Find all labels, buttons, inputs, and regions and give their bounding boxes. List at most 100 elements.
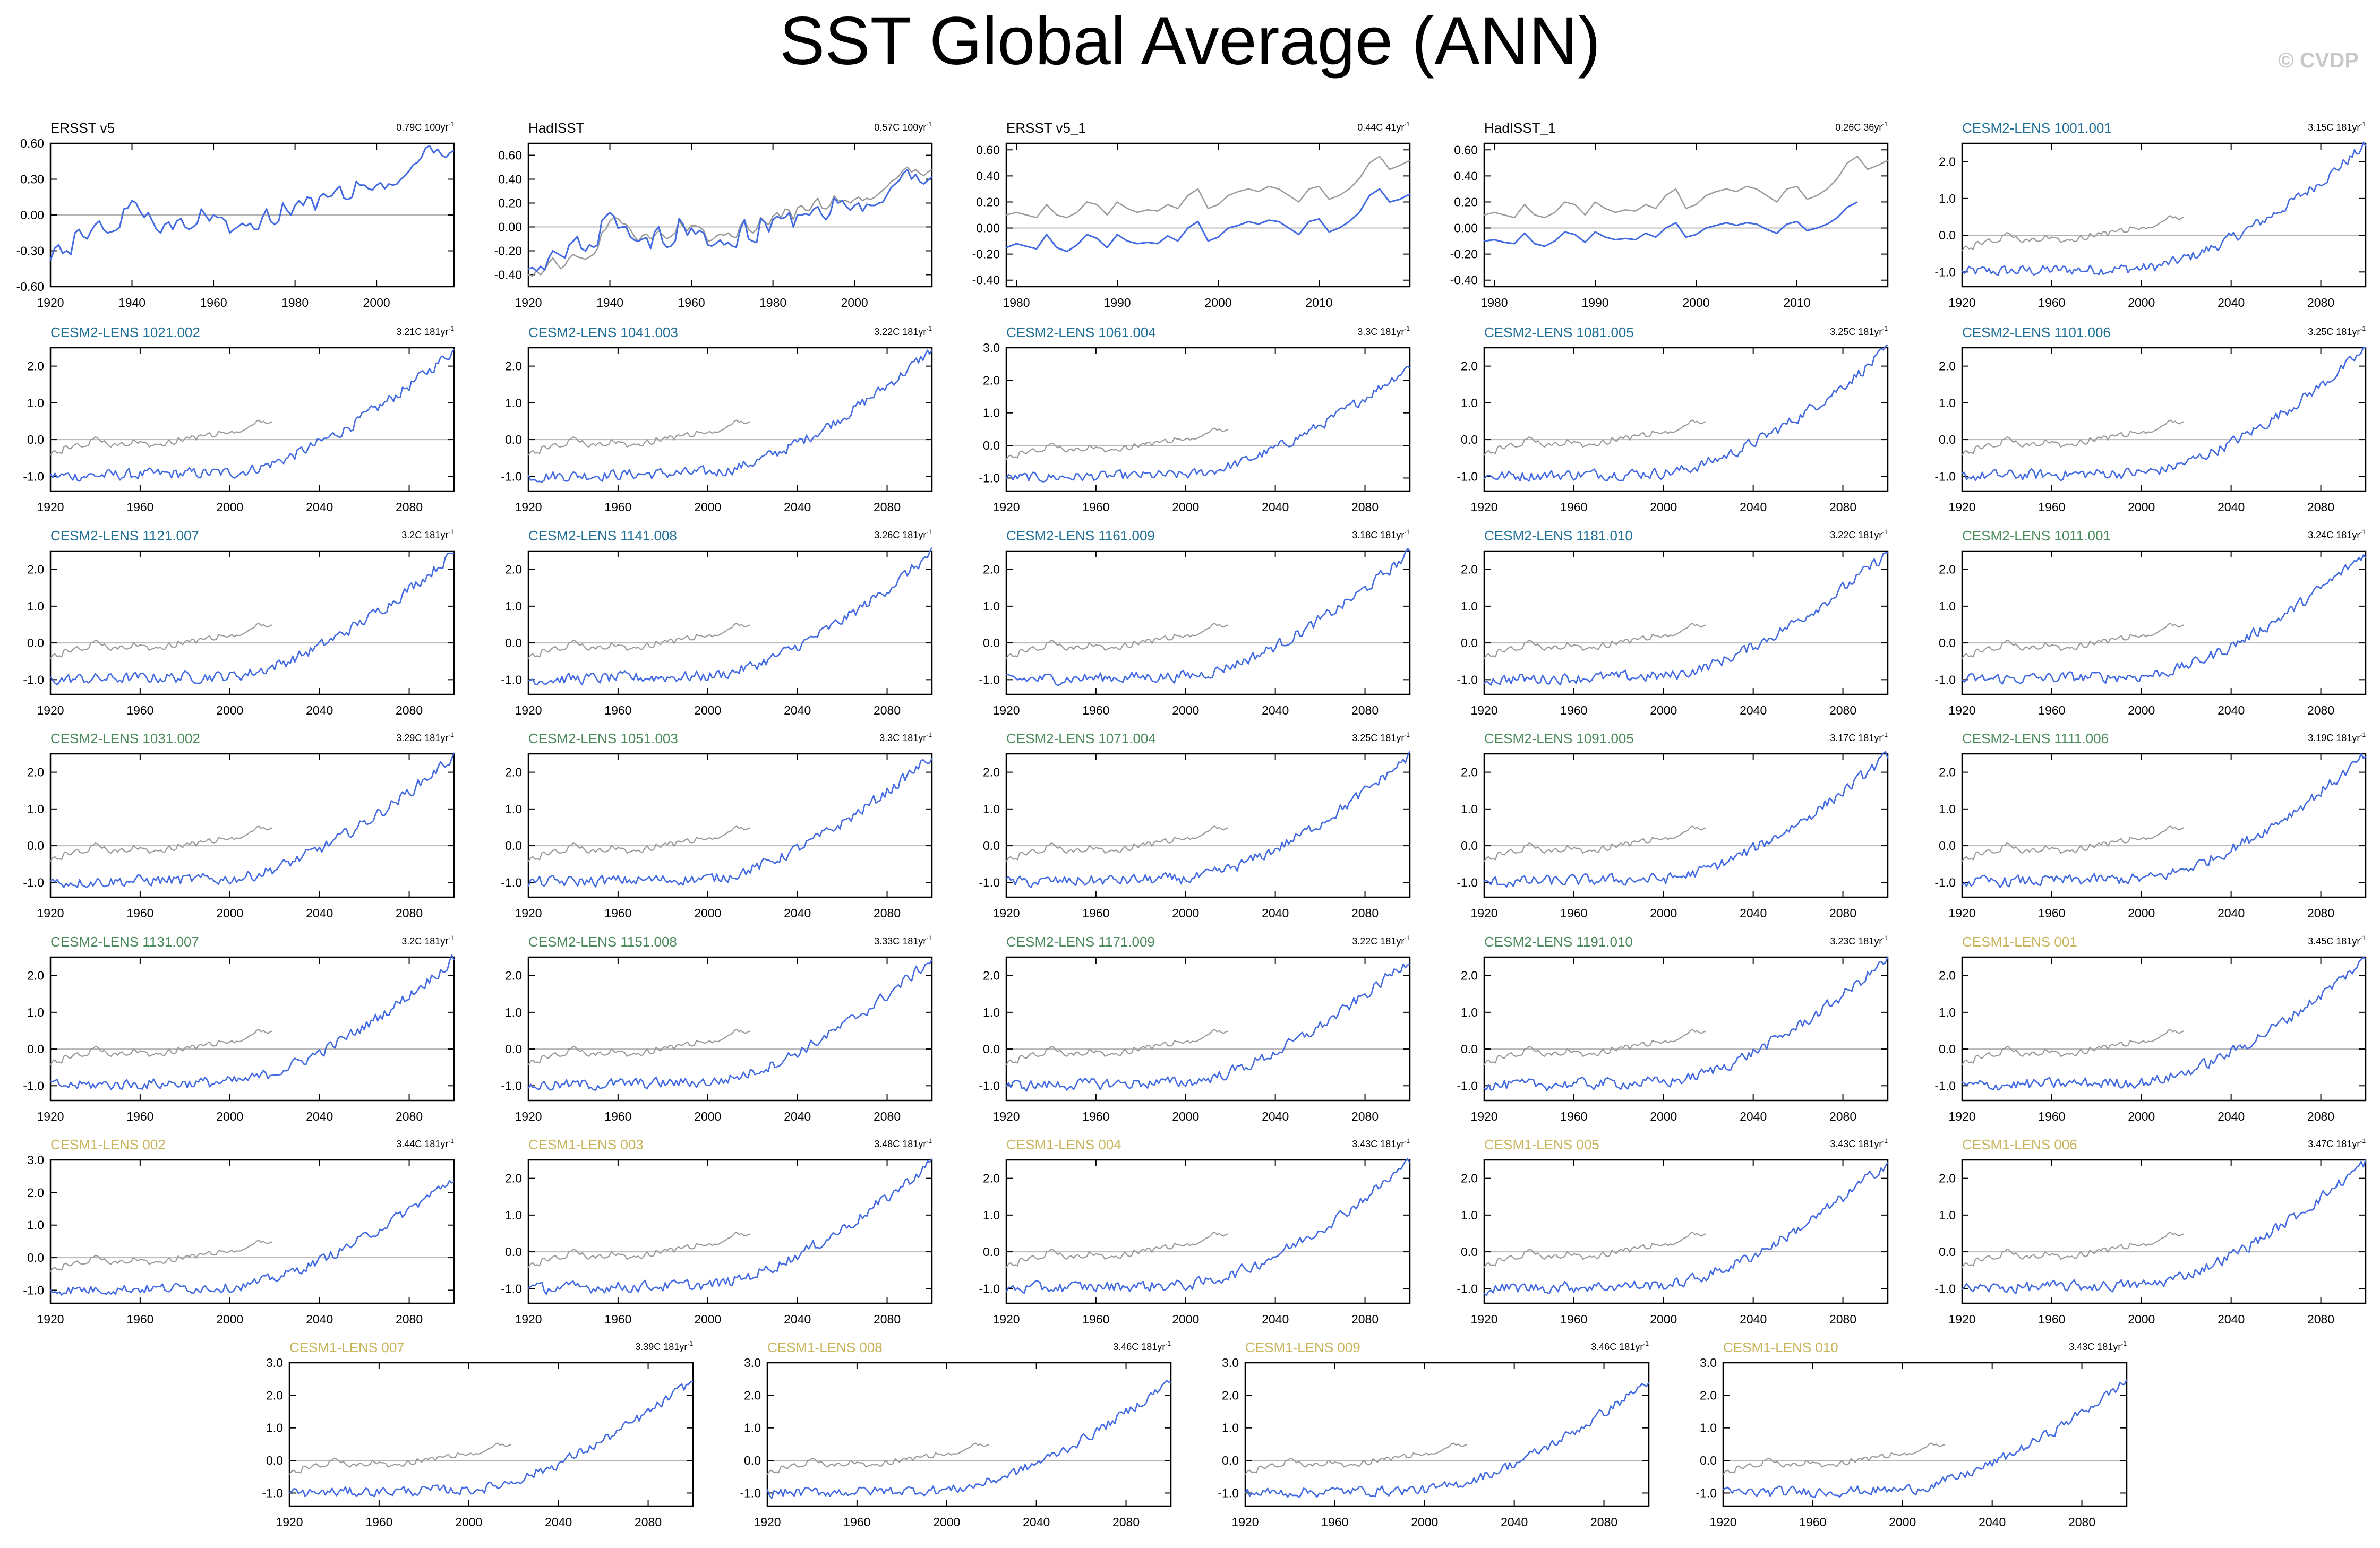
y-tick-label: 0.0 <box>1939 1042 1956 1056</box>
plot-frame <box>1005 550 1411 695</box>
panel-title: ERSST v5 <box>50 120 115 136</box>
x-tick-label: 2040 <box>784 1110 811 1123</box>
plot-frame <box>1483 956 1889 1102</box>
x-tick-label: 2000 <box>1650 703 1677 717</box>
series-line <box>1245 1442 1468 1475</box>
y-tick-label: -0.40 <box>1450 273 1478 287</box>
x-tick-label: 2000 <box>363 296 390 309</box>
y-tick-label: -1.0 <box>23 469 44 483</box>
series-line <box>1484 344 1888 482</box>
y-tick-label: 0.0 <box>1700 1454 1717 1467</box>
y-tick-label: 2.0 <box>27 969 44 983</box>
y-tick-label: 0.0 <box>1461 433 1478 446</box>
chart-panel: 2.0 1.0 0.0 -1.0 1920 1960 2000 2040 2080 CESM2-L… <box>979 934 1411 1123</box>
panel-title: HadISST_1 <box>1484 120 1555 136</box>
y-tick-label: 1.0 <box>1461 396 1478 410</box>
x-tick-label: 1920 <box>1470 1110 1497 1123</box>
y-tick-label: 0.0 <box>983 636 1000 650</box>
x-tick-label: 1920 <box>276 1515 303 1529</box>
x-tick-label: 1920 <box>1709 1515 1736 1529</box>
x-tick-label: 2080 <box>1829 906 1856 920</box>
plot-frame <box>527 753 933 898</box>
y-tick-label: -1.0 <box>1934 265 1956 279</box>
y-tick-label: 2.0 <box>505 766 522 779</box>
y-tick-label: 1.0 <box>1700 1421 1717 1435</box>
x-tick-label: 1960 <box>1799 1515 1826 1529</box>
chart-panel: 3.0 2.0 1.0 0.0 -1.0 1920 1960 2000 2040 2080 CESM… <box>1218 1339 1650 1529</box>
x-tick-label: 2000 <box>2128 1312 2155 1326</box>
x-tick-label: 2080 <box>2307 500 2334 514</box>
x-tick-label: 2080 <box>874 703 901 717</box>
y-tick-label: 2.0 <box>505 969 522 983</box>
chart-panel: 2.0 1.0 0.0 -1.0 1920 1960 2000 2040 2080 CESM2-L… <box>1457 730 1889 920</box>
y-tick-label: 2.0 <box>1939 563 1956 577</box>
x-tick-label: 2040 <box>2218 1312 2245 1326</box>
y-tick-label: 1.0 <box>983 1005 1000 1019</box>
chart-panel: 2.0 1.0 0.0 -1.0 1920 1960 2000 2040 2080 CESM2-L… <box>1934 730 2367 920</box>
y-tick-label: 0.0 <box>1461 839 1478 853</box>
y-tick-label: 1.0 <box>505 396 522 410</box>
series-line <box>1484 1232 1707 1268</box>
chart-panel: 3.0 2.0 1.0 0.0 -1.0 1920 1960 2000 2040 2080 CESM… <box>262 1339 694 1529</box>
x-tick-label: 1960 <box>2038 1110 2065 1123</box>
x-tick-label: 2040 <box>1979 1515 2006 1529</box>
x-tick-label: 2000 <box>694 1110 721 1123</box>
series-line <box>1962 554 2367 685</box>
x-tick-label: 1920 <box>1948 1110 1975 1123</box>
x-tick-label: 1990 <box>1103 296 1131 309</box>
trend-label: 0.57C 100yr-1 <box>874 121 932 133</box>
y-tick-label: 1.0 <box>1939 599 1956 613</box>
y-tick-label: 0.0 <box>983 839 1000 853</box>
x-tick-label: 2000 <box>216 1312 243 1326</box>
panel-title: CESM2-LENS 1171.009 <box>1006 934 1155 950</box>
x-tick-label: 2000 <box>1682 296 1709 309</box>
y-tick-label: 0.0 <box>27 1042 44 1056</box>
chart-panel: 2.0 1.0 0.0 -1.0 1920 1960 2000 2040 2080 CESM2-L… <box>501 934 933 1123</box>
x-tick-label: 2040 <box>1740 500 1767 514</box>
trend-label: 3.43C 181yr-1 <box>2069 1340 2127 1352</box>
panel-title: CESM2-LENS 1121.007 <box>50 528 199 544</box>
y-tick-label: 0.0 <box>1222 1454 1239 1467</box>
x-tick-label: 1960 <box>1560 906 1587 920</box>
x-tick-label: 2000 <box>1172 906 1199 920</box>
plot-frame <box>1961 753 2367 898</box>
series-line <box>1962 1159 2367 1294</box>
plot-frame <box>1961 347 2367 492</box>
x-tick-label: 1920 <box>515 703 542 717</box>
x-tick-label: 1960 <box>1321 1515 1348 1529</box>
y-tick-label: 3.0 <box>1222 1356 1239 1370</box>
plot-frame <box>1722 1362 2128 1507</box>
x-tick-label: 1920 <box>1948 500 1975 514</box>
x-tick-label: 1990 <box>1581 296 1608 309</box>
y-tick-label: 0.0 <box>983 1042 1000 1056</box>
y-tick-label: 0.40 <box>1454 169 1478 183</box>
plot-frame <box>49 956 455 1102</box>
y-tick-label: 2.0 <box>744 1388 761 1402</box>
y-tick-label: -1.0 <box>1934 469 1956 483</box>
y-tick-label: 0.0 <box>505 1245 522 1259</box>
y-tick-label: 0.0 <box>1939 839 1956 853</box>
plot-frame <box>766 1362 1172 1507</box>
trend-label: 3.3C 181yr-1 <box>879 731 932 743</box>
series-line <box>527 349 933 483</box>
series-line <box>1962 957 2366 1091</box>
y-tick-label: 2.0 <box>505 1172 522 1185</box>
x-tick-label: 2080 <box>2307 1110 2334 1123</box>
x-tick-label: 2000 <box>1889 1515 1916 1529</box>
x-tick-label: 2000 <box>694 906 721 920</box>
x-tick-label: 2000 <box>216 703 243 717</box>
plot-frame <box>1005 347 1411 492</box>
series-line <box>50 1180 455 1296</box>
x-tick-label: 2040 <box>2218 500 2245 514</box>
x-tick-label: 2040 <box>1262 500 1289 514</box>
trend-label: 3.39C 181yr-1 <box>635 1340 693 1352</box>
panel-title: CESM1-LENS 010 <box>1723 1339 1838 1355</box>
x-tick-label: 1920 <box>1948 296 1975 309</box>
y-tick-label: 2.0 <box>1461 766 1478 779</box>
chart-panel: 2.0 1.0 0.0 -1.0 1920 1960 2000 2040 2080 CESM1-L… <box>1934 934 2367 1123</box>
y-tick-label: 1.0 <box>983 406 1000 420</box>
series-line <box>1006 623 1229 659</box>
chart-panel: 2.0 1.0 0.0 -1.0 1920 1960 2000 2040 2080 CESM1-L… <box>1934 1137 2367 1326</box>
y-tick-label: -1.0 <box>501 875 522 889</box>
series-line <box>1484 1029 1707 1065</box>
